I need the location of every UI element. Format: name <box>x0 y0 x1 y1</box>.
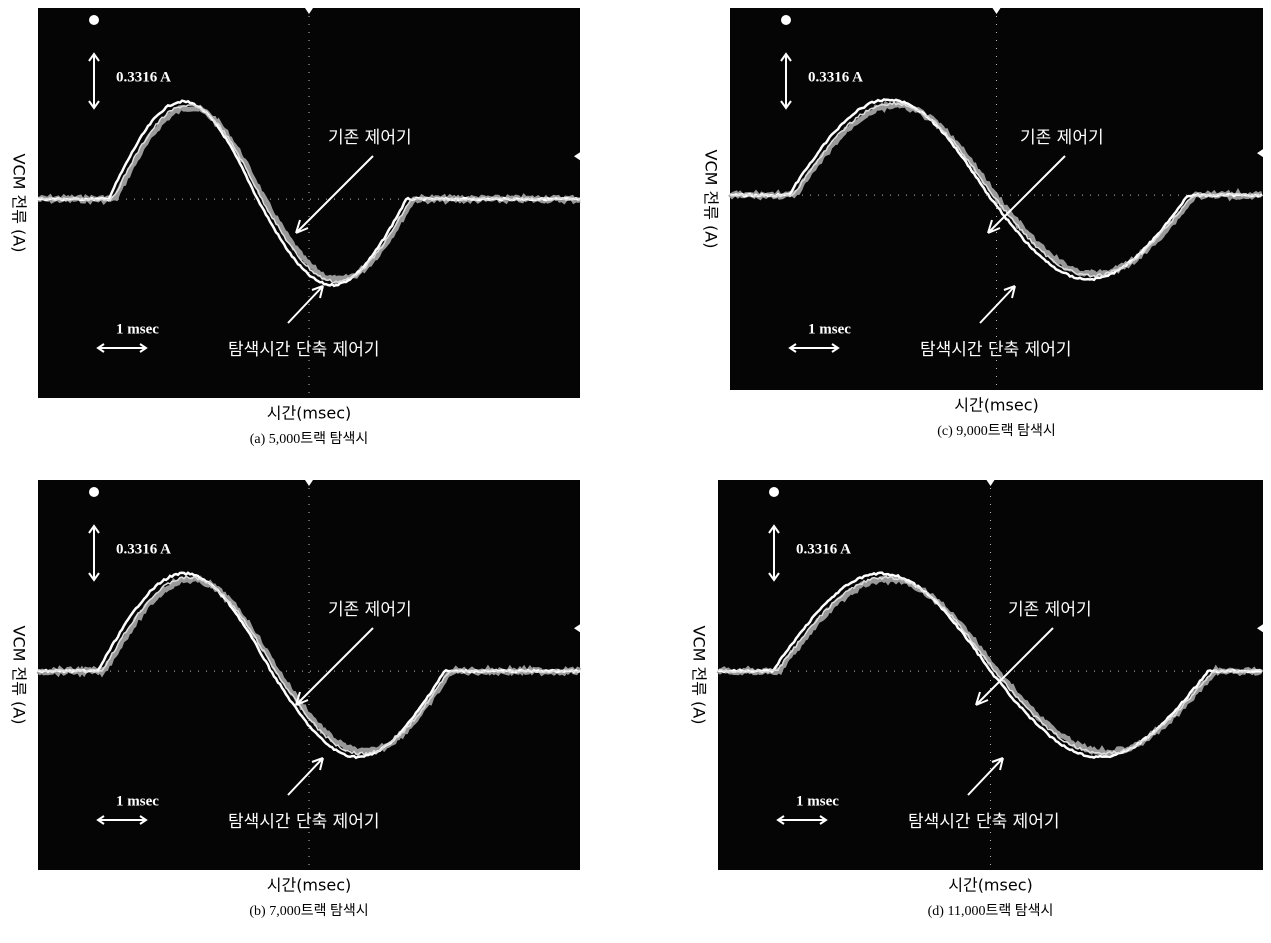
caption: (a) 5,000트랙 탐색시 <box>250 431 368 447</box>
annotation-proposed: 탐색시간 단축 제어기 <box>228 812 380 832</box>
caption: (d) 11,000트랙 탐색시 <box>928 903 1054 919</box>
x-axis-label: 시간(msec) <box>954 396 1039 415</box>
annotation-proposed: 탐색시간 단축 제어기 <box>908 812 1060 832</box>
annotation-existing: 기존 제어기 <box>1020 128 1104 148</box>
y-axis-label: VCM 전류 (A) <box>690 626 709 725</box>
trigger-icon <box>89 487 99 497</box>
time-label: 1 msec <box>796 793 839 809</box>
scope-panel: 0.3316 A 기존 제어기 1 msec 탐색시간 단축 제어기 <box>718 480 1263 870</box>
scale-label: 0.3316 A <box>116 541 171 557</box>
scope-panel: 0.3316 A 기존 제어기 1 msec 탐색시간 단축 제어기 <box>38 480 580 870</box>
annotation-proposed: 탐색시간 단축 제어기 <box>228 340 380 360</box>
time-label: 1 msec <box>116 793 159 809</box>
x-axis-label: 시간(msec) <box>267 404 352 423</box>
scale-label: 0.3316 A <box>796 541 851 557</box>
annotation-proposed: 탐색시간 단축 제어기 <box>920 340 1072 360</box>
scope-panel: 0.3316 A 기존 제어기 1 msec 탐색시간 단축 제어기 <box>38 8 580 398</box>
annotation-existing: 기존 제어기 <box>328 600 412 620</box>
scale-label: 0.3316 A <box>116 69 171 85</box>
y-axis-label: VCM 전류 (A) <box>10 626 29 725</box>
time-label: 1 msec <box>808 321 851 337</box>
trigger-icon <box>781 15 791 25</box>
scope-panel: 0.3316 A 기존 제어기 1 msec 탐색시간 단축 제어기 <box>730 8 1263 390</box>
caption: (b) 7,000트랙 탐색시 <box>249 903 368 919</box>
y-axis-label: VCM 전류 (A) <box>702 150 721 249</box>
annotation-existing: 기존 제어기 <box>328 128 412 148</box>
figure: 0.3316 A 기존 제어기 1 msec 탐색시간 단축 제어기 VCM 전류 (A… <box>0 0 1271 943</box>
time-label: 1 msec <box>116 321 159 337</box>
trigger-icon <box>89 15 99 25</box>
caption: (c) 9,000트랙 탐색시 <box>937 423 1055 439</box>
x-axis-label: 시간(msec) <box>948 876 1033 895</box>
x-axis-label: 시간(msec) <box>267 876 352 895</box>
scale-label: 0.3316 A <box>808 69 863 85</box>
trigger-icon <box>769 487 779 497</box>
annotation-existing: 기존 제어기 <box>1008 600 1092 620</box>
y-axis-label: VCM 전류 (A) <box>10 154 29 253</box>
